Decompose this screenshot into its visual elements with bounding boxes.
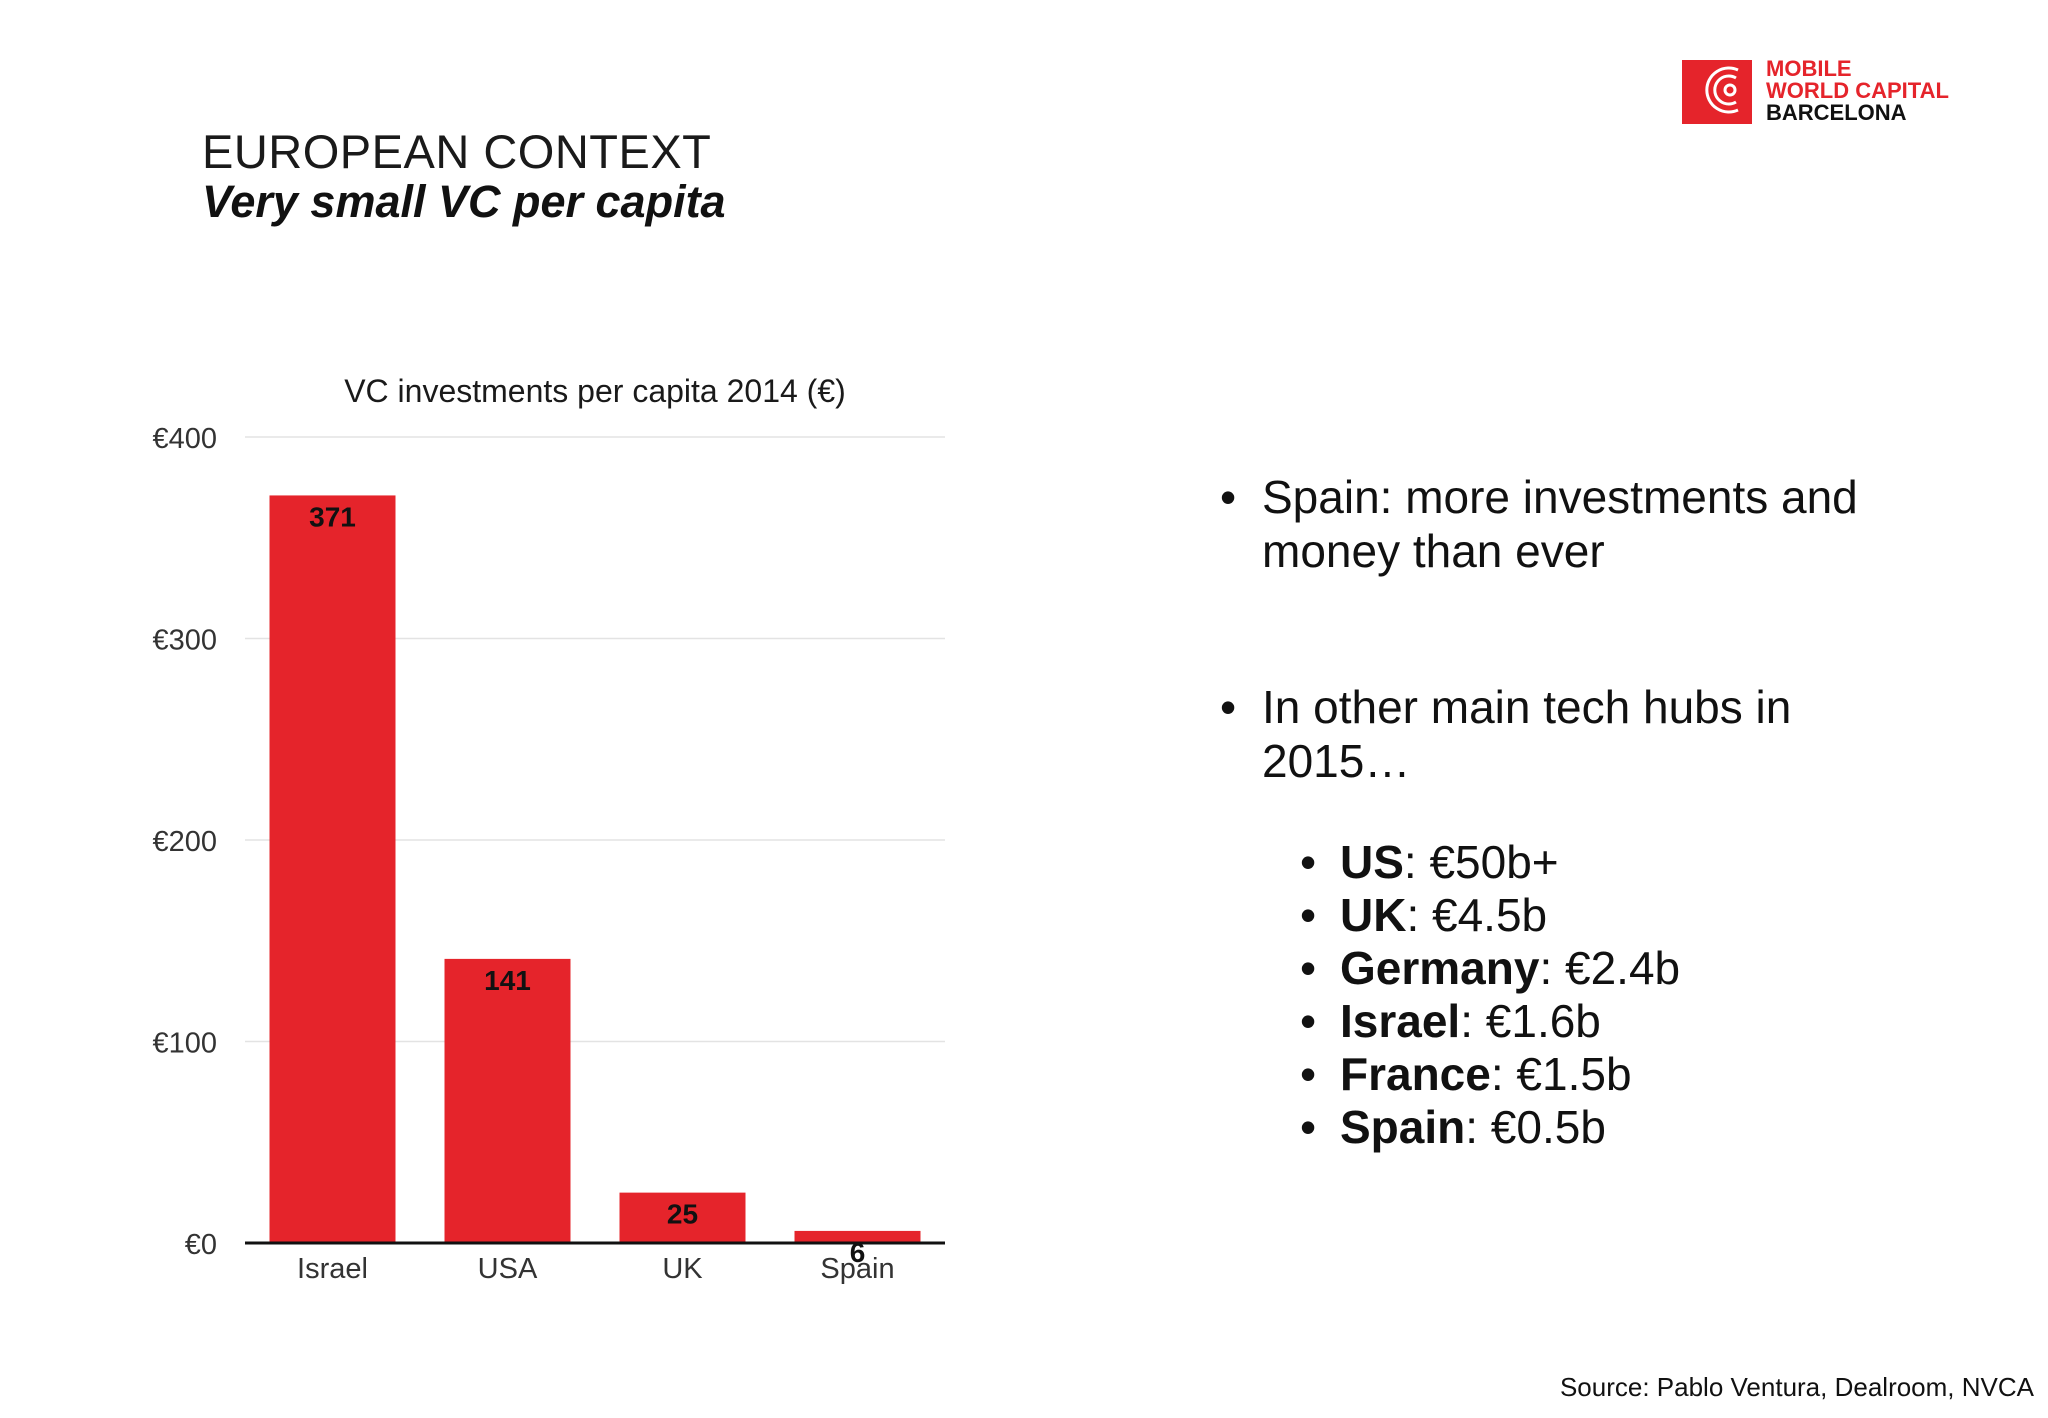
bullet-text: In other main tech hubs in 2015… <box>1262 681 1792 787</box>
bullet-dot-icon: • <box>1300 889 1317 941</box>
chart-y-axis-ticks: €0 €100 €200 €300 €400 <box>152 423 217 1261</box>
chart-title: VC investments per capita 2014 (€) <box>344 373 846 409</box>
x-tick-label: UK <box>662 1253 703 1285</box>
logo-mark-icon <box>1682 60 1752 124</box>
y-tick-label: €100 <box>152 1028 217 1060</box>
bar-usa <box>444 958 571 1243</box>
hub-value: : €50b+ <box>1403 836 1559 888</box>
bullet-dot-icon: • <box>1300 1101 1317 1153</box>
hub-value: : €1.5b <box>1490 1048 1632 1100</box>
hub-name: Israel <box>1340 995 1461 1047</box>
hub-name: Spain <box>1340 1101 1466 1153</box>
logo-wordmark: MOBILE WORLD CAPITAL BARCELONA <box>1766 58 1949 124</box>
data-label: 141 <box>484 965 531 996</box>
source-note: Source: Pablo Ventura, Dealroom, NVCA <box>1559 1372 2034 1402</box>
data-label: 25 <box>667 1199 698 1230</box>
hub-value: : €2.4b <box>1539 942 1681 994</box>
logo-line-mobile: MOBILE <box>1766 56 1852 81</box>
chart-x-axis-ticks: Israel USA UK Spain <box>297 1253 895 1285</box>
hub-name: Germany <box>1340 942 1540 994</box>
section-context: EUROPEAN CONTEXT <box>202 125 712 178</box>
bullet-dot-icon: • <box>1300 836 1317 888</box>
hub-value: : €1.6b <box>1460 995 1601 1047</box>
chart-data-labels: 371 141 25 6 <box>309 501 865 1267</box>
bullet-dot-icon: • <box>1220 471 1237 523</box>
logo-line-barcelona: BARCELONA <box>1766 100 1907 125</box>
x-tick-label: Spain <box>820 1253 894 1285</box>
bullet-dot-icon: • <box>1300 942 1317 994</box>
hub-name: US <box>1340 836 1404 888</box>
slide-title: Very small VC per capita <box>202 176 726 227</box>
bullet-dot-icon: • <box>1220 681 1237 733</box>
chart-bars <box>269 495 921 1243</box>
brand-logo: MOBILE WORLD CAPITAL BARCELONA <box>1682 58 1982 128</box>
hub-value: : €4.5b <box>1406 889 1548 941</box>
bullet-dot-icon: • <box>1300 1048 1317 1100</box>
bar-uk <box>619 1192 746 1243</box>
data-label: 371 <box>309 501 356 532</box>
data-label: 6 <box>850 1237 866 1268</box>
y-tick-label: €0 <box>185 1229 217 1261</box>
hub-name: France <box>1340 1048 1491 1100</box>
bar-israel <box>269 495 396 1243</box>
bullet-dot-icon: • <box>1300 995 1317 1047</box>
y-tick-label: €300 <box>152 625 217 657</box>
y-tick-label: €400 <box>152 423 217 455</box>
x-tick-label: Israel <box>297 1253 368 1285</box>
x-tick-label: USA <box>478 1253 538 1285</box>
y-tick-label: €200 <box>152 826 217 858</box>
logo-line-world-capital: WORLD CAPITAL <box>1766 78 1949 103</box>
hub-value: : €0.5b <box>1465 1101 1606 1153</box>
bar-spain <box>794 1230 921 1243</box>
hub-name: UK <box>1340 889 1407 941</box>
bullet-text: Spain: more investments and money than e… <box>1262 471 1858 577</box>
